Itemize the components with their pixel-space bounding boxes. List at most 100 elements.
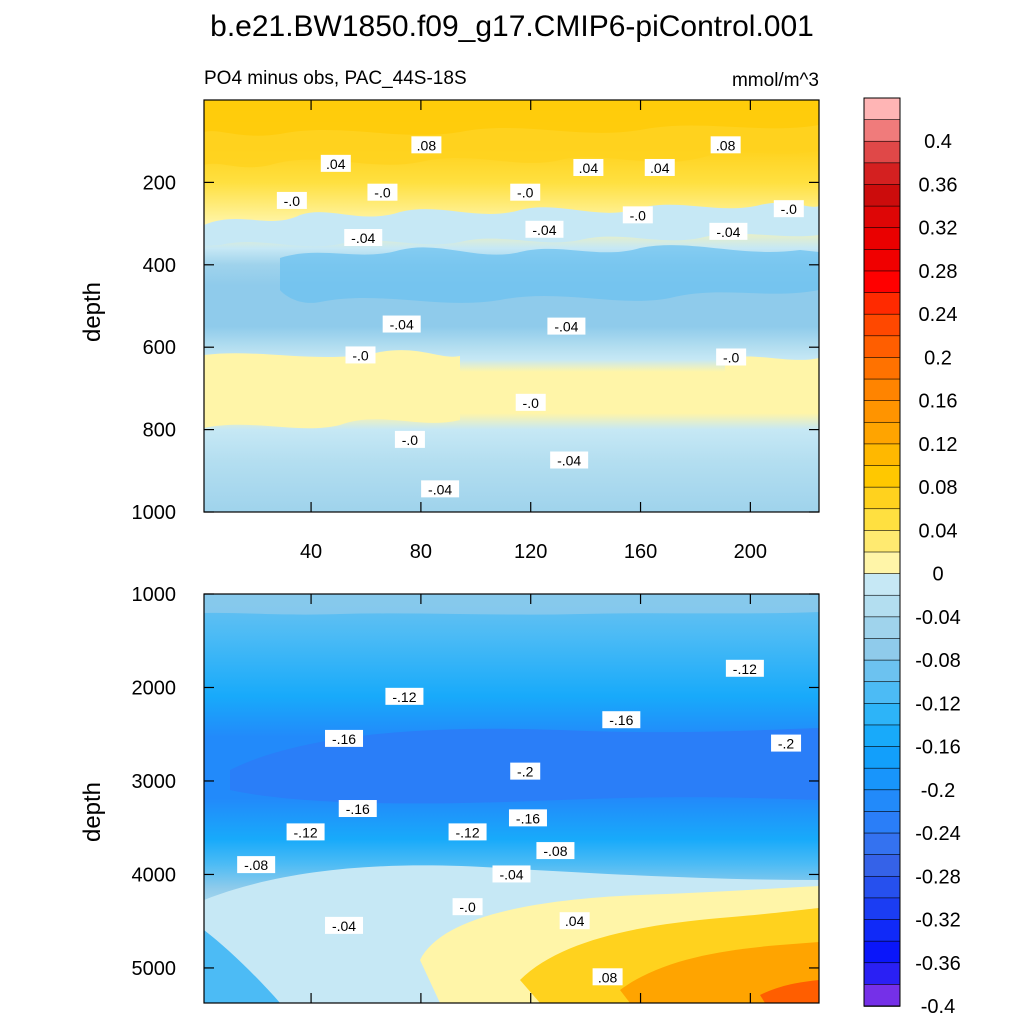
contour-label: -.04 [550,451,589,469]
contour-label: -.08 [536,842,575,860]
colorbar-frame [863,97,901,1007]
contour-label: .04 [573,158,604,176]
colorbar-swatch [863,551,901,575]
colorbar-swatch [863,486,901,510]
colorbar-label: -0.36 [915,953,961,975]
colorbar-swatch [863,335,901,359]
contour-label: .04 [559,912,590,930]
contour-label-text: .04 [326,156,346,172]
contour-label-text: -.08 [543,843,567,859]
colorbar-swatch [863,119,901,143]
contour-label-text: -.16 [609,712,633,728]
colorbar-swatch [863,832,901,856]
contour-label-text: -.0 [374,185,391,201]
upper-mid-warm [204,350,460,429]
contour-label-text: -.04 [532,222,556,238]
x-tick-label: 40 [300,541,322,563]
contour-label-text: .08 [598,969,618,985]
contour-label-box [709,222,748,240]
contour-label: -.12 [385,687,424,705]
colorbar-swatch [863,465,901,488]
contour-label: -.0 [773,200,804,218]
lower-plot-frame [203,593,820,1004]
colorbar-swatch [863,919,901,942]
contour-label-text: -.0 [517,185,534,201]
upper-axes: 200 400 600 800 1000 40 80 120 160 200 [132,100,819,563]
lower-surface-band [204,594,819,615]
contour-label: -.04 [344,229,383,247]
upper-warm-top [204,100,819,136]
contour-label-text: -.04 [557,453,581,469]
contour-label-text: -.04 [499,866,523,882]
contour-label: -.0 [515,393,546,411]
colorbar [863,97,901,1007]
contour-label-box [411,136,442,154]
contour-label-text: -.04 [351,230,375,246]
contour-label: -.04 [492,865,531,883]
upper-contour-labels: .04 .08 .04 .04 .08 -.0 -.0 -.0 -.0 -.0 -.04 -.04 -.… [276,136,804,498]
contour-label-text: -.12 [294,824,318,840]
colorbar-swatch [863,205,901,229]
colorbar-label: 0.16 [919,391,958,413]
y-tick-label: 3000 [132,771,177,793]
colorbar-swatch [863,638,901,661]
contour-label-text: -.2 [517,764,534,780]
contour-label: .08 [411,136,442,154]
colorbar-swatch [863,811,901,834]
contour-label-box [547,317,586,335]
contour-label-box [385,687,424,705]
upper-cool-core [280,245,819,303]
colorbar-swatch [863,594,901,618]
contour-label: -.2 [510,762,541,780]
colorbar-label: 0.36 [919,174,958,196]
contour-label: -.04 [325,916,364,934]
y-tick-label: 600 [143,337,176,359]
contour-label: -.04 [709,222,748,240]
contour-label: -.0 [622,206,653,224]
contour-label-box [773,200,804,218]
chart-subtitle-right: mmol/m^3 [732,70,819,91]
colorbar-swatch [863,616,901,640]
contour-label-box [644,158,675,176]
contour-label-box [525,220,564,238]
contour-label-box [492,865,531,883]
contour-label-box [237,856,276,874]
lower-field [204,594,819,1003]
contour-label-box [421,480,460,498]
contour-label-text: -.0 [781,201,798,217]
y-tick-label: 5000 [132,958,177,980]
colorbar-swatch [863,270,901,294]
y-tick-label: 400 [143,255,176,277]
contour-label-box [448,823,487,841]
contour-label-text: -.04 [716,224,740,240]
contour-label: .08 [592,968,623,986]
colorbar-label: -0.12 [915,693,961,715]
y-tick-label: 1000 [132,584,177,606]
colorbar-label: -0.08 [915,650,961,672]
colorbar-swatch [863,681,901,705]
contour-label-text: -.12 [392,689,416,705]
colorbar-swatch [863,789,901,813]
colorbar-swatch [863,357,901,380]
contour-label-box [515,393,546,411]
contour-label-text: -.04 [390,317,414,333]
colorbar-swatch [863,443,901,467]
x-tick-label: 80 [410,541,432,563]
colorbar-label: 0.08 [919,477,958,499]
contour-label-text: .04 [565,913,585,929]
colorbar-swatch [863,162,901,186]
contour-label: .08 [710,136,741,154]
contour-label-text: -.04 [554,319,578,335]
colorbar-label: -0.4 [921,996,955,1018]
contour-label-box [771,734,802,752]
contour-label: -.04 [547,317,586,335]
colorbar-swatch [863,184,901,207]
colorbar-swatch [863,292,901,315]
y-tick-label: 200 [143,172,176,194]
contour-label-text: .04 [579,160,599,176]
colorbar-label: 0.12 [919,434,958,456]
contour-label-box [573,158,604,176]
contour-label-box [325,729,364,747]
contour-label-text: -.0 [723,350,740,366]
